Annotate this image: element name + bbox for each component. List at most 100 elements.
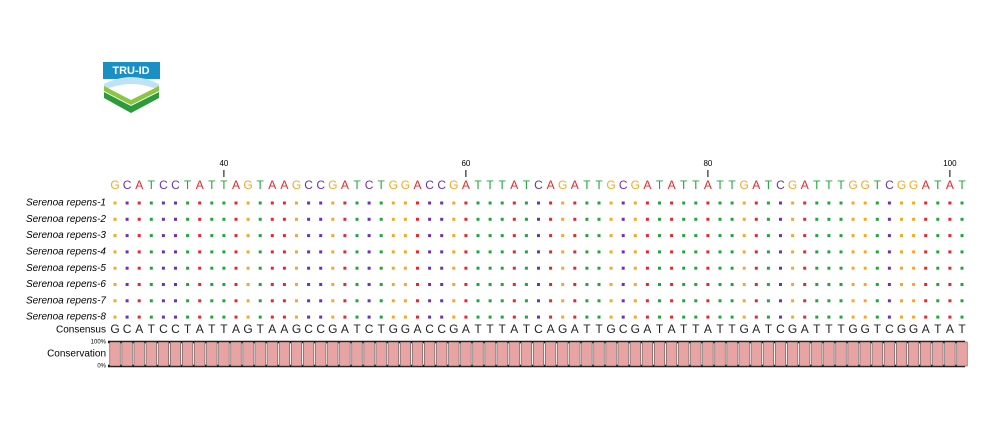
conservation-bar [835, 341, 847, 367]
conservation-bar [194, 341, 206, 367]
match-dot [766, 217, 770, 221]
match-dot [174, 217, 177, 221]
match-dot [960, 201, 964, 205]
match-dot [573, 283, 577, 286]
match-dot [416, 315, 419, 319]
reference-base: T [765, 178, 773, 192]
match-dot [331, 299, 335, 303]
match-dot [609, 299, 613, 303]
reference-base: T [716, 178, 724, 192]
consensus-base: T [765, 322, 773, 336]
match-dot [658, 266, 661, 270]
conservation-bar [653, 341, 666, 367]
match-dot [670, 299, 674, 303]
consensus-base: T [220, 322, 228, 336]
match-dot [633, 266, 637, 270]
match-dot [658, 250, 661, 254]
conservation-bar [290, 341, 303, 367]
match-dot [488, 217, 492, 221]
match-dot [863, 234, 867, 238]
match-dot [754, 283, 758, 286]
match-dot [912, 283, 916, 286]
match-dot [561, 283, 565, 286]
match-dot [379, 266, 383, 270]
match-dot [246, 299, 250, 303]
conservation-tick-label: 0% [97, 364, 106, 370]
reference-base: T [220, 178, 228, 192]
match-dot [234, 315, 238, 319]
reference-base: G [740, 178, 749, 192]
conservation-bar [605, 341, 617, 367]
match-dot [742, 299, 746, 303]
match-dot [307, 299, 311, 303]
match-dot [512, 266, 516, 270]
match-dot [440, 250, 444, 254]
match-dot [524, 250, 528, 254]
match-dot [791, 250, 795, 254]
match-dot [912, 217, 916, 221]
consensus-base: C [437, 322, 446, 336]
match-dot [307, 266, 311, 270]
consensus-base: T [486, 322, 494, 336]
reference-base: C [885, 178, 894, 192]
match-dot [500, 299, 504, 303]
match-dot [174, 315, 177, 319]
match-dot [270, 283, 274, 286]
match-dot [682, 283, 686, 286]
match-dot [440, 234, 444, 238]
conservation-bar [532, 341, 545, 367]
match-dot [464, 234, 468, 238]
match-dot [839, 283, 843, 286]
match-dot [682, 201, 686, 205]
conservation-bar [484, 341, 496, 367]
conservation-bar [787, 341, 799, 367]
match-dot [452, 250, 456, 254]
reference-base: T [813, 178, 821, 192]
conservation-bar [448, 341, 460, 367]
reference-base: G [328, 178, 337, 192]
match-dot [246, 217, 250, 221]
conservation-bar [908, 341, 920, 367]
match-dot [815, 299, 819, 303]
match-dot [537, 250, 540, 254]
match-dot [851, 217, 855, 221]
match-dot [754, 234, 758, 238]
match-dot [355, 315, 359, 319]
conservation-bar [920, 341, 932, 367]
match-dot [137, 250, 141, 254]
conservation-bar [496, 341, 508, 367]
match-dot [803, 315, 807, 319]
match-dot [791, 234, 795, 238]
match-dot [633, 283, 637, 286]
match-dot [125, 201, 129, 205]
reference-base: T [486, 178, 494, 192]
match-dot [246, 250, 250, 254]
match-dot [936, 250, 940, 254]
match-dot [573, 315, 577, 319]
match-dot [815, 266, 819, 270]
match-dot [960, 250, 964, 254]
match-dot [452, 315, 456, 319]
match-dot [391, 299, 395, 303]
reference-base: T [583, 178, 591, 192]
match-dot [573, 234, 577, 238]
match-dot [803, 234, 807, 238]
conservation-bar [303, 341, 315, 367]
match-dot [549, 234, 553, 238]
match-dot [754, 266, 758, 270]
match-dot [645, 250, 649, 254]
match-dot [875, 299, 879, 303]
match-dot [391, 234, 395, 238]
match-dot [161, 217, 165, 221]
match-dot [585, 234, 589, 238]
match-dot [512, 201, 516, 205]
match-dot [670, 315, 674, 319]
match-dot [476, 201, 480, 205]
match-dot [440, 299, 444, 303]
match-dot [198, 201, 202, 205]
match-dot [549, 315, 553, 319]
match-dot [561, 201, 565, 205]
match-dot [282, 234, 286, 238]
match-dot [742, 201, 746, 205]
match-dot [355, 234, 359, 238]
